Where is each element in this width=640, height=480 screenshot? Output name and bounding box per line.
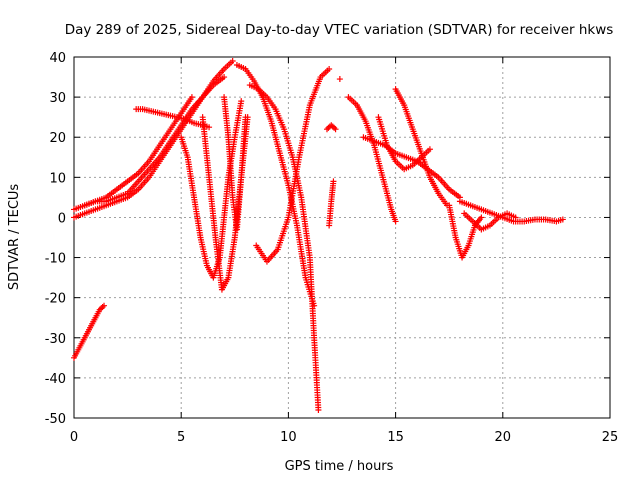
data-point	[101, 302, 108, 309]
y-tick-label: -50	[45, 412, 66, 427]
series-arc-tail-19	[456, 198, 566, 225]
series-arc-down-15	[392, 86, 451, 209]
series-arc-flat-14	[360, 134, 463, 201]
y-tick-label: 20	[49, 131, 66, 146]
series-arc-dip-18	[446, 202, 485, 261]
grid-lines	[74, 57, 610, 418]
y-tick-label: -10	[45, 252, 66, 267]
data-point	[315, 406, 322, 413]
y-tick-label: -20	[45, 292, 66, 307]
series-arc-peak-8	[233, 62, 318, 309]
y-tick-label: 40	[49, 51, 66, 66]
data-point	[238, 98, 245, 105]
series-arc-tail-19b	[461, 210, 519, 233]
data-point	[392, 218, 399, 225]
x-tick-label: 20	[495, 430, 512, 445]
y-axis-label: SDTVAR / TECUs	[7, 184, 22, 291]
data-point	[188, 94, 195, 101]
data-point	[478, 214, 485, 221]
series-arc-early-negative	[71, 302, 108, 361]
data-point	[229, 58, 236, 65]
x-axis-label: GPS time / hours	[285, 459, 394, 474]
data-point	[336, 76, 343, 83]
y-tick-label: 0	[58, 211, 66, 226]
series-arc-loop-10	[253, 66, 333, 265]
plot-frame	[73, 56, 611, 419]
data-point	[326, 66, 333, 73]
data-point	[242, 114, 249, 121]
data-point	[206, 124, 213, 131]
x-tick-label: 25	[602, 430, 619, 445]
y-tick-label: -30	[45, 332, 66, 347]
x-tick-label: 15	[387, 430, 404, 445]
series-arc-down-9	[246, 82, 322, 413]
series-arc-short-12	[323, 122, 339, 133]
data-point	[512, 214, 519, 221]
chart-title: Day 289 of 2025, Sidereal Day-to-day VTE…	[65, 22, 614, 38]
y-tick-label: 30	[49, 91, 66, 106]
series-arc-spike-7-5	[221, 94, 249, 233]
data-point	[332, 126, 339, 133]
series-arc-mid-15b	[375, 114, 433, 173]
data-points	[71, 58, 566, 413]
series-arc-isolated	[336, 76, 343, 83]
series-arc-flat-27	[133, 106, 213, 131]
y-tick-label: 10	[49, 171, 66, 186]
data-point	[221, 74, 228, 81]
x-tick-label: 0	[70, 430, 78, 445]
x-tick-label: 5	[177, 430, 185, 445]
data-point	[559, 216, 566, 223]
series-arc-down-13	[345, 94, 399, 225]
data-point	[330, 178, 337, 185]
series-arc-short-12b	[326, 178, 337, 229]
y-axis-ticks: -50 -40 -30 -20 -10 0 10 20 30 40	[45, 51, 610, 427]
data-point	[426, 146, 433, 153]
x-tick-label: 10	[280, 430, 297, 445]
x-axis-ticks: 0 5 10 15 20 25	[70, 57, 618, 445]
y-tick-label: -40	[45, 372, 66, 387]
